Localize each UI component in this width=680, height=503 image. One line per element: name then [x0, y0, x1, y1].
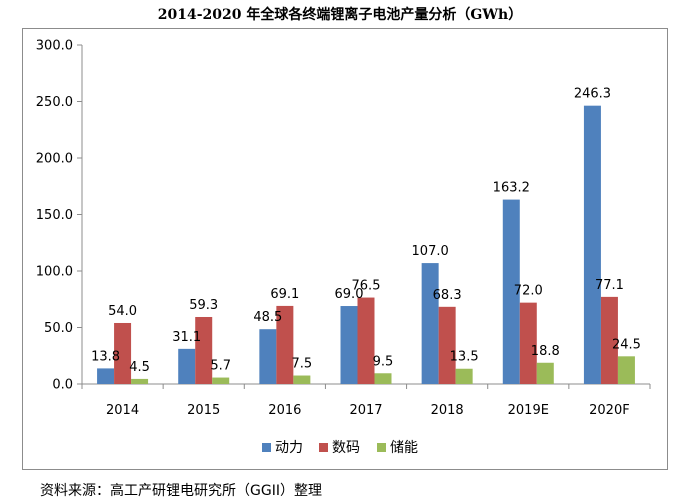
- legend-swatch: [262, 443, 271, 452]
- data-label: 24.5: [612, 337, 641, 352]
- data-label: 7.5: [292, 357, 313, 372]
- data-label: 13.8: [91, 349, 120, 364]
- legend-swatch: [377, 443, 386, 452]
- legend-label: 储能: [390, 440, 418, 456]
- y-tick-label: 300.0: [36, 39, 73, 54]
- data-label: 77.1: [595, 278, 624, 293]
- bar: [114, 322, 132, 384]
- data-label: 69.1: [270, 287, 299, 302]
- data-label: 72.0: [514, 284, 543, 299]
- y-tick-label: 0.0: [52, 378, 73, 393]
- data-label: 48.5: [253, 310, 282, 325]
- x-tick-label: 2016: [268, 403, 301, 418]
- data-label: 76.5: [352, 279, 381, 294]
- data-label: 31.1: [172, 330, 201, 345]
- y-tick-label: 50.0: [44, 321, 73, 336]
- data-label: 18.8: [531, 344, 560, 359]
- bar: [97, 368, 115, 384]
- data-label: 13.5: [450, 350, 479, 365]
- x-tick-label: 2020F: [589, 403, 630, 418]
- y-tick-label: 250.0: [36, 95, 73, 110]
- bar: [502, 199, 520, 384]
- bar: [276, 305, 294, 384]
- bar: [178, 348, 196, 384]
- data-label: 5.7: [210, 359, 231, 374]
- legend-label: 动力: [275, 440, 303, 456]
- y-tick-label: 100.0: [36, 265, 73, 280]
- bar: [195, 316, 213, 384]
- x-tick-label: 2014: [106, 403, 139, 418]
- bar: [421, 263, 439, 384]
- y-tick-label: 150.0: [36, 208, 73, 223]
- data-labels: 13.8 31.1 48.5 69.0 107.0 163.2 246.3 54.0 59.3 6…: [91, 87, 641, 375]
- bar: [438, 306, 456, 384]
- bar: [293, 375, 311, 384]
- bar: [600, 296, 618, 384]
- chart-frame: [22, 28, 668, 470]
- x-tick-label: 2015: [187, 403, 220, 418]
- chart-title: 2014-2020 年全球各终端锂离子电池产量分析（GWh）: [157, 7, 523, 23]
- bar: [259, 329, 277, 384]
- bar: [212, 377, 230, 384]
- data-label: 107.0: [412, 244, 449, 259]
- bar: [374, 373, 392, 384]
- data-label: 69.0: [335, 287, 364, 302]
- x-tick-label: 2017: [349, 403, 382, 418]
- data-label: 68.3: [433, 288, 462, 303]
- data-label: 163.2: [493, 181, 530, 196]
- legend-label: 数码: [332, 440, 360, 456]
- bars: [97, 105, 635, 384]
- data-label: 9.5: [373, 354, 394, 369]
- bar: [536, 362, 554, 384]
- legend-swatch: [319, 443, 328, 452]
- legend: 动力 数码 储能: [262, 440, 418, 456]
- x-tick-label: 2019E: [508, 403, 549, 418]
- source-note: 资料来源：高工产研锂电研究所（GGII）整理: [40, 483, 322, 499]
- data-label: 246.3: [574, 87, 611, 102]
- x-tick-label: 2018: [431, 403, 464, 418]
- bar: [519, 302, 537, 384]
- data-label: 4.5: [129, 360, 150, 375]
- bar: [583, 105, 601, 384]
- bar: [455, 368, 473, 384]
- bar: [357, 297, 375, 384]
- bar: [131, 378, 149, 384]
- y-tick-label: 200.0: [36, 152, 73, 167]
- data-label: 59.3: [189, 298, 218, 313]
- bar: [617, 356, 635, 384]
- bar: [340, 306, 358, 384]
- data-label: 54.0: [108, 304, 137, 319]
